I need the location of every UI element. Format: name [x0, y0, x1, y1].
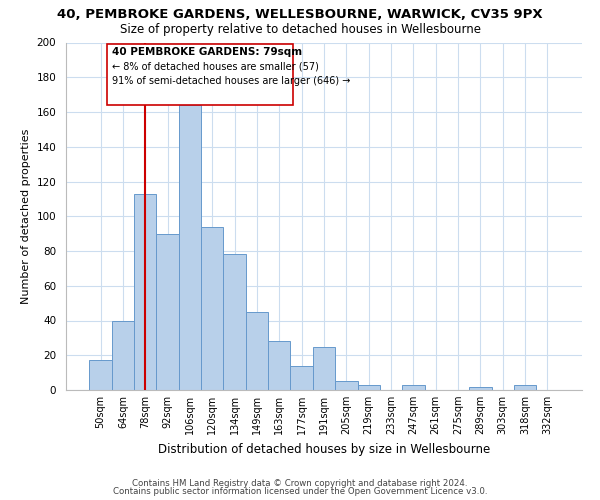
Bar: [89, 360, 112, 390]
Text: Contains public sector information licensed under the Open Government Licence v3: Contains public sector information licen…: [113, 487, 487, 496]
Bar: [290, 366, 313, 390]
Text: Contains HM Land Registry data © Crown copyright and database right 2024.: Contains HM Land Registry data © Crown c…: [132, 478, 468, 488]
Bar: [246, 312, 268, 390]
FancyBboxPatch shape: [107, 44, 293, 105]
Bar: [157, 234, 179, 390]
Bar: [223, 254, 246, 390]
Bar: [358, 385, 380, 390]
Bar: [112, 320, 134, 390]
Bar: [469, 386, 491, 390]
Bar: [402, 385, 425, 390]
Text: 40 PEMBROKE GARDENS: 79sqm: 40 PEMBROKE GARDENS: 79sqm: [112, 47, 302, 57]
Text: 40, PEMBROKE GARDENS, WELLESBOURNE, WARWICK, CV35 9PX: 40, PEMBROKE GARDENS, WELLESBOURNE, WARW…: [57, 8, 543, 20]
Text: 91% of semi-detached houses are larger (646) →: 91% of semi-detached houses are larger (…: [112, 76, 350, 86]
Bar: [514, 385, 536, 390]
X-axis label: Distribution of detached houses by size in Wellesbourne: Distribution of detached houses by size …: [158, 442, 490, 456]
Text: Size of property relative to detached houses in Wellesbourne: Size of property relative to detached ho…: [119, 22, 481, 36]
Bar: [268, 342, 290, 390]
Bar: [313, 346, 335, 390]
Bar: [179, 105, 201, 390]
Text: ← 8% of detached houses are smaller (57): ← 8% of detached houses are smaller (57): [112, 62, 319, 72]
Bar: [201, 226, 223, 390]
Y-axis label: Number of detached properties: Number of detached properties: [21, 128, 31, 304]
Bar: [134, 194, 157, 390]
Bar: [335, 382, 358, 390]
